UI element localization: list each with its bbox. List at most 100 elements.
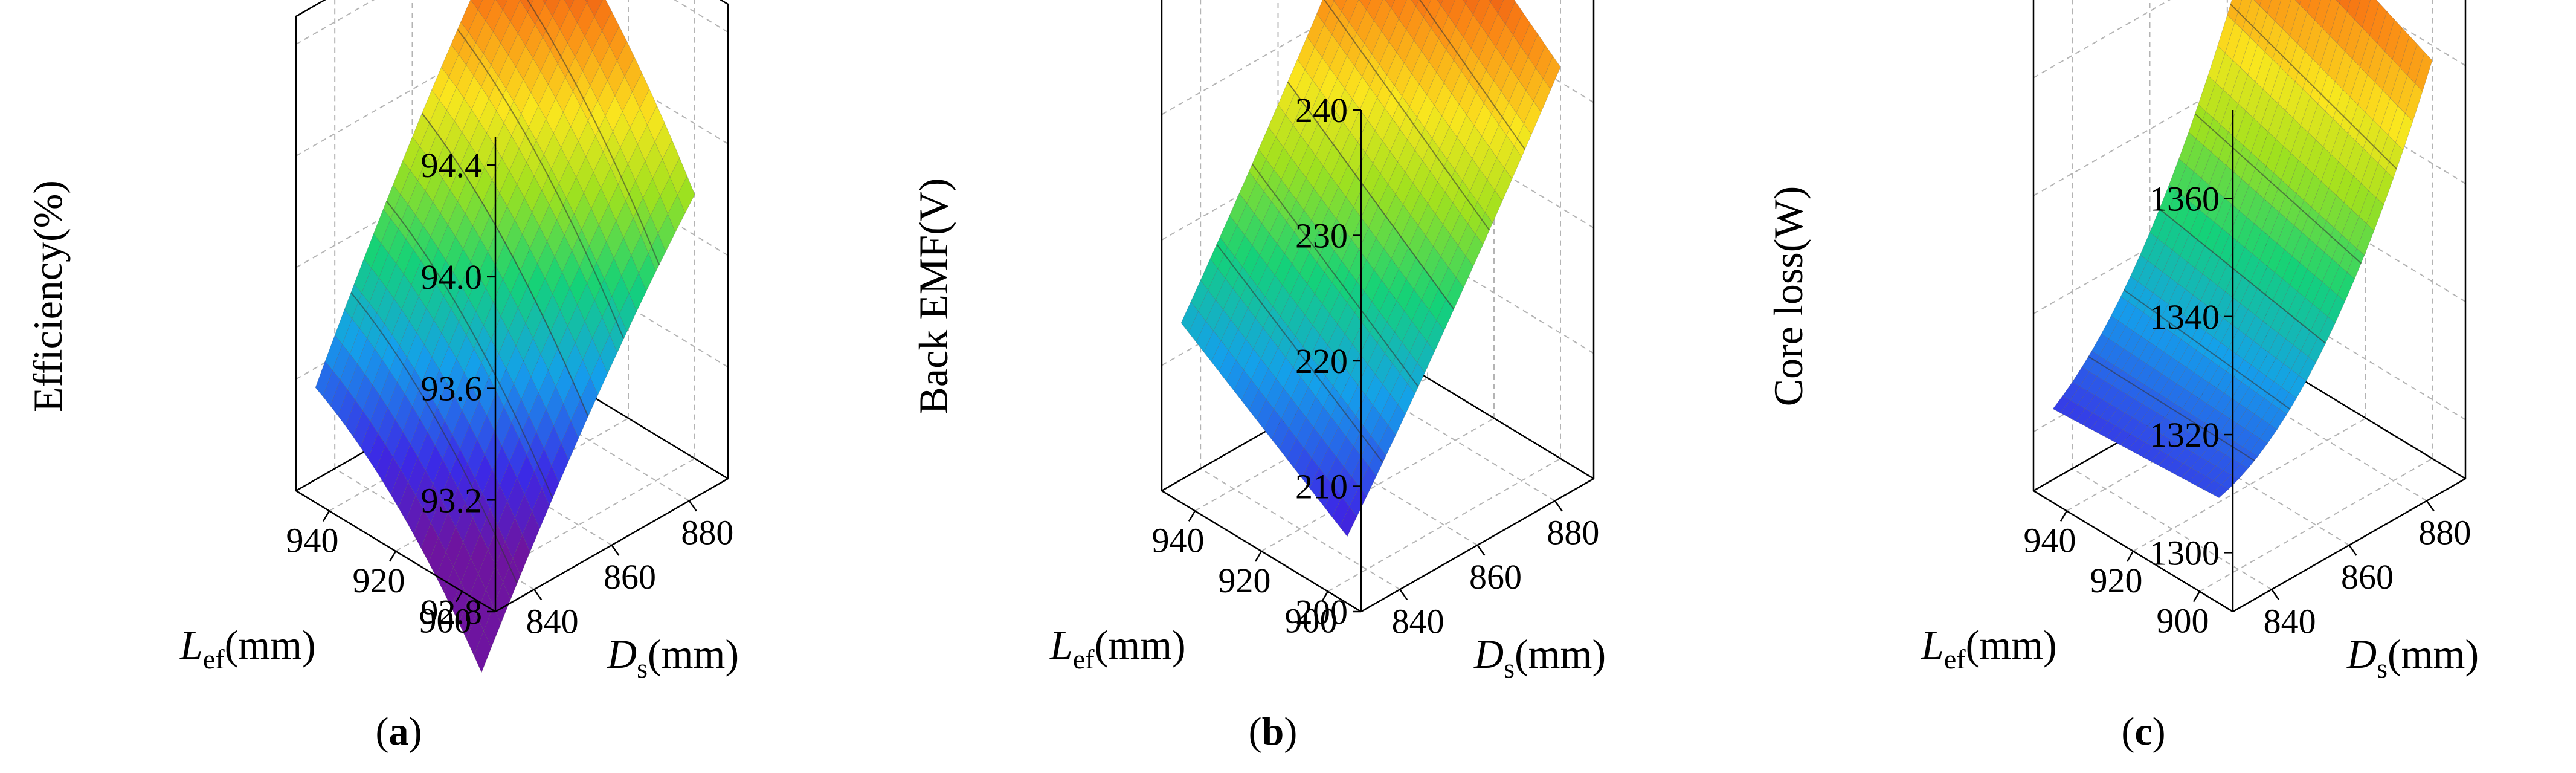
y-axis-title-symbol: D	[1473, 631, 1504, 677]
surface-cell	[2340, 97, 2359, 134]
surface-cell	[547, 219, 565, 257]
surface-cell	[2336, 0, 2341, 4]
surface-cell	[475, 589, 494, 632]
response-surface	[2052, 0, 2433, 498]
surface-cell	[1269, 211, 1287, 244]
surface-cell	[565, 56, 583, 92]
surface-cell	[2261, 403, 2280, 425]
surface-cell	[1266, 137, 1284, 170]
surface-cell	[1311, 437, 1330, 468]
surface-cell	[2269, 212, 2287, 244]
surface-cell	[2178, 344, 2197, 368]
surface-cell	[532, 488, 550, 529]
surface-cell	[532, 190, 550, 227]
y-axis-title-subscript: s	[637, 653, 648, 684]
surface-cell	[2153, 435, 2171, 451]
x-tick-label: 920	[1219, 561, 1271, 600]
surface-cell	[396, 238, 414, 275]
surface-cell	[1469, 169, 1488, 202]
surface-cell	[561, 420, 579, 461]
x-tick-label: 940	[286, 520, 339, 560]
surface-cell	[1337, 55, 1355, 89]
surface-cell	[2221, 474, 2239, 490]
surface-cell	[1226, 360, 1244, 392]
panel-caption-letter: c	[2134, 710, 2152, 754]
surface-cell	[2257, 13, 2275, 53]
surface-contour	[1216, 244, 1383, 463]
y-axis-title-subscript: s	[1504, 653, 1515, 684]
surface-cell	[2213, 470, 2232, 485]
surface-cell	[332, 344, 350, 381]
surface-cell	[2279, 36, 2298, 75]
surface-cell	[1292, 242, 1310, 274]
x-tick-label: 940	[2024, 520, 2076, 560]
surface-cell	[1494, 167, 1513, 202]
surface-cell	[1461, 48, 1479, 82]
surface-cell	[1438, 15, 1457, 50]
surface-cell	[411, 260, 429, 297]
surface-cell	[2216, 165, 2235, 198]
surface-cell	[2191, 457, 2209, 473]
surface-cell	[1491, 91, 1509, 125]
surface-cell	[524, 471, 543, 513]
surface-cell	[1258, 368, 1277, 400]
surface-cell	[2267, 0, 2282, 22]
surface-cell	[1385, 0, 1395, 9]
y-axis-title-symbol: D	[2346, 631, 2377, 677]
surface-cell	[1428, 181, 1446, 215]
surface-cell	[471, 362, 489, 401]
x-tick	[2126, 551, 2134, 562]
surface-cell	[1450, 213, 1469, 246]
surface-cell	[1180, 301, 1199, 333]
surface-contour	[1251, 163, 1419, 387]
surface-cell	[1319, 447, 1337, 478]
y-tick-label: 840	[1392, 601, 1444, 641]
surface-cell	[460, 557, 479, 599]
surface-cell	[2092, 399, 2111, 418]
surface-cell	[2281, 369, 2299, 393]
surface-cell	[1446, 26, 1464, 61]
surface-cell	[1415, 0, 1431, 18]
surface-cell	[1261, 201, 1280, 234]
surface-cell	[495, 0, 508, 11]
surface-cell	[503, 558, 521, 600]
surface-cell	[373, 209, 391, 244]
surface-cell	[378, 407, 396, 445]
surface-cell	[2330, 265, 2348, 296]
surface-cell	[1397, 383, 1415, 415]
surface-cell	[2175, 448, 2194, 464]
surface-cell	[1243, 348, 1261, 380]
x-tick	[322, 510, 330, 522]
surface-cell	[2253, 0, 2262, 7]
surface-cell	[2234, 0, 2252, 30]
y-tick	[1476, 545, 1486, 556]
surface-cell	[613, 111, 631, 148]
surface-cell	[608, 183, 626, 222]
surface-cell	[1388, 404, 1406, 436]
surface-cell	[1337, 302, 1355, 335]
surface-contour	[2088, 356, 2255, 461]
surface-cell	[1311, 198, 1329, 231]
surface-cell	[1333, 0, 1335, 2]
surface-cell	[2070, 386, 2088, 405]
surface-cell	[2326, 195, 2345, 228]
z-tick-label: 200	[1295, 592, 1348, 632]
surface-cell	[1334, 466, 1352, 497]
surface-cell	[340, 354, 358, 390]
x-axis-title: Lef(mm)	[179, 622, 316, 674]
surface-cell	[1188, 311, 1206, 343]
x-tick-label: 920	[2090, 561, 2143, 600]
surface-cell	[541, 465, 559, 506]
surface-cell	[501, 135, 520, 172]
surface-cell	[1455, 255, 1473, 288]
surface-cell	[1417, 341, 1435, 374]
surface-cell	[430, 497, 449, 538]
surface-cell	[509, 438, 527, 479]
panel-caption-open-paren: (	[376, 710, 389, 754]
surface-cell	[1510, 45, 1528, 80]
surface-cell	[2279, 392, 2297, 415]
x-axis-title-unit: (mm)	[1095, 622, 1186, 668]
surface-cell	[486, 110, 504, 146]
surface-cell	[2366, 197, 2384, 231]
z-tick-label: 1340	[2149, 297, 2220, 337]
